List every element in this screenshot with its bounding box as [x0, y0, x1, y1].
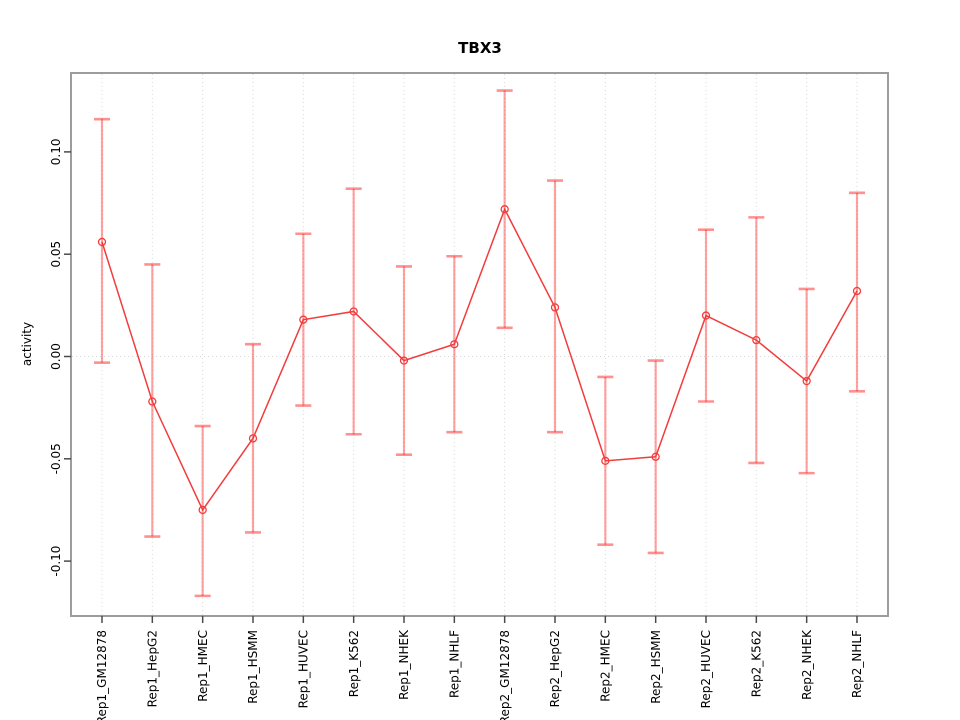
data-point — [701, 311, 711, 320]
y-tick-label: 0.10 — [49, 139, 63, 166]
x-tick-label: Rep2_GM12878 — [498, 630, 512, 720]
x-tick-label: Rep1_HUVEC — [297, 630, 311, 708]
x-tick-label: Rep2_NHEK — [800, 629, 814, 700]
x-tick-label: Rep2_HUVEC — [699, 630, 713, 708]
x-tick-label: Rep2_K562 — [750, 630, 764, 697]
x-tick-label: Rep2_HSMM — [649, 630, 663, 704]
data-point — [97, 237, 107, 247]
data-point — [349, 307, 358, 316]
data-point — [399, 356, 409, 365]
x-tick-label: Rep1_NHLF — [448, 630, 462, 698]
x-tick-label: Rep2_NHLF — [850, 630, 864, 698]
x-tick-label: Rep1_K562 — [347, 630, 361, 697]
y-tick-label: 0.05 — [49, 241, 63, 268]
data-point — [752, 335, 761, 345]
y-tick-label: -0.05 — [49, 443, 63, 474]
data-point — [450, 340, 459, 349]
x-tick-label: Rep1_GM12878 — [95, 630, 109, 720]
x-tick-label: Rep1_HMEC — [196, 630, 210, 702]
x-tick-label: Rep2_HMEC — [599, 630, 613, 702]
x-tick-label: Rep1_HSMM — [246, 630, 260, 704]
data-point — [802, 376, 811, 386]
chart-title: TBX3 — [458, 39, 502, 57]
data-point — [601, 456, 610, 465]
x-tick-label: Rep1_HepG2 — [146, 630, 160, 707]
data-point — [550, 303, 560, 312]
y-tick-label: 0.00 — [49, 343, 63, 370]
data-point — [500, 205, 509, 214]
data-point — [248, 434, 258, 443]
data-point — [148, 397, 157, 406]
data-point — [299, 315, 308, 324]
x-tick-label: Rep2_HepG2 — [548, 630, 562, 707]
y-tick-label: -0.10 — [49, 546, 63, 577]
plot-border — [70, 72, 889, 617]
data-point — [198, 505, 207, 515]
data-point — [651, 452, 660, 461]
x-tick-label: Rep1_NHEK — [397, 629, 411, 700]
series-line — [101, 207, 858, 512]
data-point — [852, 286, 862, 296]
